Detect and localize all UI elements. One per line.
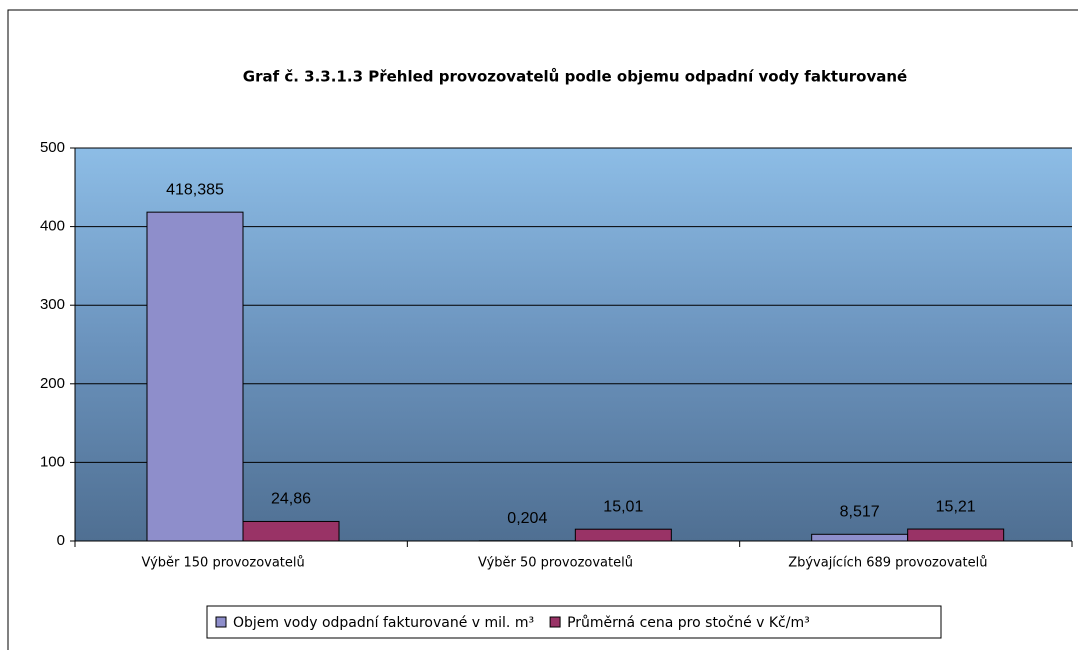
- bar: [574, 528, 672, 542]
- legend-swatch: [215, 616, 227, 628]
- x-tick-label: Výběr 150 provozovatelů: [142, 556, 305, 571]
- value-label: 15,01: [603, 498, 643, 515]
- y-tick-label: 400: [40, 218, 65, 235]
- y-tick-label: 0: [57, 532, 65, 549]
- value-label: 24,86: [271, 491, 311, 508]
- y-tick-label: 200: [40, 375, 65, 392]
- frame: [7, 9, 1078, 650]
- x-tick-label: Výběr 50 provozovatelů: [478, 556, 633, 571]
- y-tick-label: 500: [40, 139, 65, 156]
- x-tick-label: Zbývajících 689 provozovatelů: [788, 556, 987, 571]
- y-tick-label: 100: [40, 453, 65, 470]
- value-label: 8,517: [840, 504, 880, 521]
- value-label: 15,21: [936, 498, 976, 515]
- value-label: 418,385: [166, 181, 224, 198]
- legend-label: Průměrná cena pro stočné v Kč/m³: [567, 615, 810, 631]
- legend-label: Objem vody odpadní fakturované v mil. m³: [233, 615, 534, 631]
- value-label: 0,204: [507, 510, 547, 527]
- chart-title: Graf č. 3.3.1.3 Přehled provozovatelů po…: [243, 68, 907, 86]
- bar: [146, 211, 244, 542]
- bar: [811, 533, 909, 542]
- bar: [242, 520, 340, 542]
- legend-swatch: [549, 616, 561, 628]
- legend: [206, 605, 942, 639]
- bar: [907, 528, 1005, 542]
- y-tick-label: 300: [40, 296, 65, 313]
